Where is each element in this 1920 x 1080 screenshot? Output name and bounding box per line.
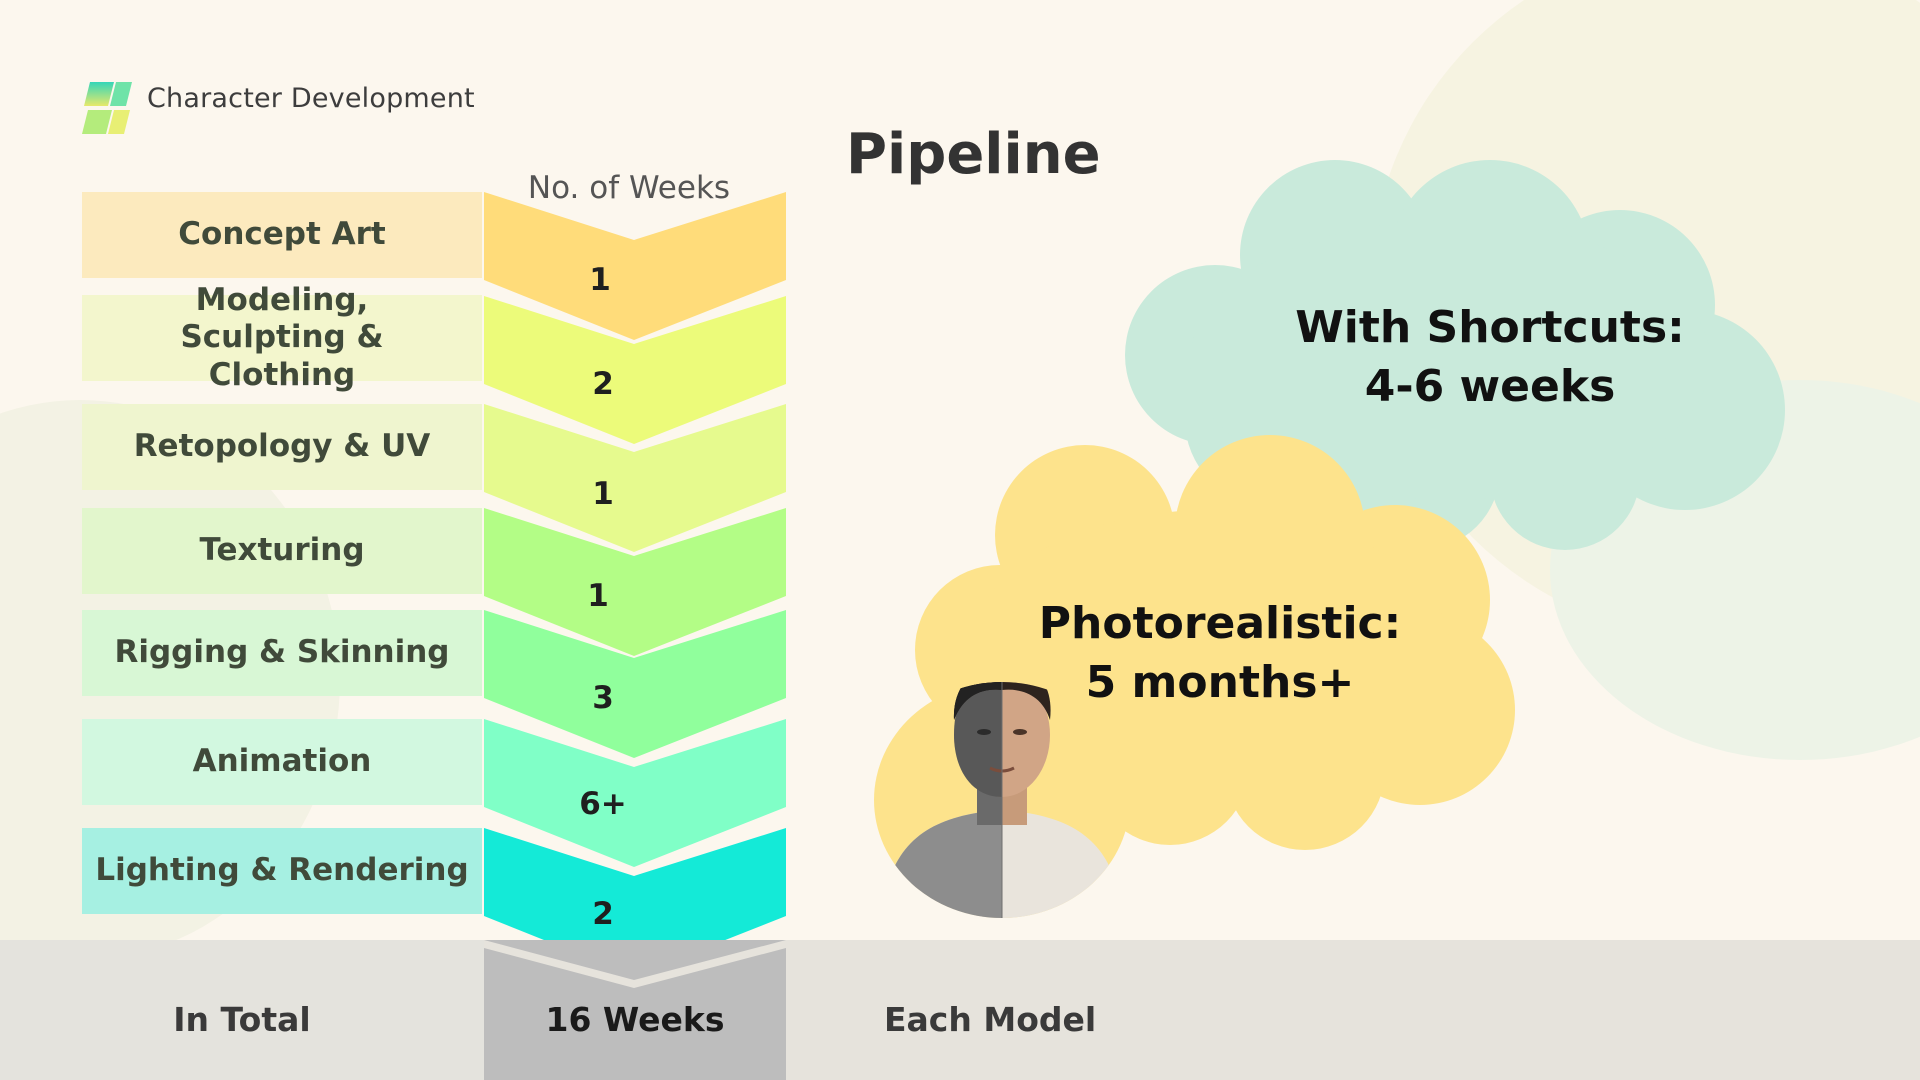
- stage-label: Retopology & UV: [82, 404, 482, 490]
- shortcuts-cloud-text: With Shortcuts: 4-6 weeks: [1265, 298, 1715, 417]
- parallelogram-logo-icon: [82, 82, 132, 134]
- stage-label: Rigging & Skinning: [82, 610, 482, 696]
- week-value: 1: [592, 476, 614, 512]
- week-value: 2: [592, 896, 614, 932]
- half-shaded-portrait-photo: [874, 682, 1130, 918]
- week-chevron: [484, 828, 786, 976]
- week-value: 3: [592, 680, 614, 716]
- footer-left-panel: [0, 940, 484, 1080]
- week-value: 6+: [579, 786, 627, 822]
- week-value: 2: [592, 366, 614, 402]
- shortcuts-line-1: With Shortcuts:: [1295, 302, 1685, 353]
- photorealistic-line-1: Photorealistic:: [1038, 598, 1402, 649]
- total-weeks-value: 16 Weeks: [545, 1000, 725, 1039]
- page-title: Pipeline: [846, 122, 1101, 187]
- shortcuts-line-2: 4-6 weeks: [1364, 361, 1616, 413]
- week-value: 1: [587, 578, 609, 614]
- week-chevron: [484, 296, 786, 444]
- stage-label: Animation: [82, 719, 482, 805]
- stage-label: Concept Art: [82, 192, 482, 278]
- week-chevron: [484, 610, 786, 758]
- weeks-column-header: No. of Weeks: [527, 170, 731, 206]
- week-chevron: [484, 192, 786, 340]
- brand-label: Character Development: [147, 83, 475, 114]
- stage-label: Texturing: [82, 508, 482, 594]
- in-total-label: In Total: [173, 1000, 311, 1039]
- week-chevron: [484, 508, 786, 656]
- stage-label: Modeling, Sculpting & Clothing: [82, 282, 482, 393]
- photorealistic-cloud-text: Photorealistic: 5 months+: [1000, 594, 1440, 713]
- each-model-label: Each Model: [884, 1000, 1097, 1039]
- stage-label: Lighting & Rendering: [82, 828, 482, 914]
- week-chevron: [484, 404, 786, 552]
- week-value: 1: [589, 262, 611, 298]
- week-chevron: [484, 719, 786, 867]
- photorealistic-line-2: 5 months+: [1085, 657, 1355, 709]
